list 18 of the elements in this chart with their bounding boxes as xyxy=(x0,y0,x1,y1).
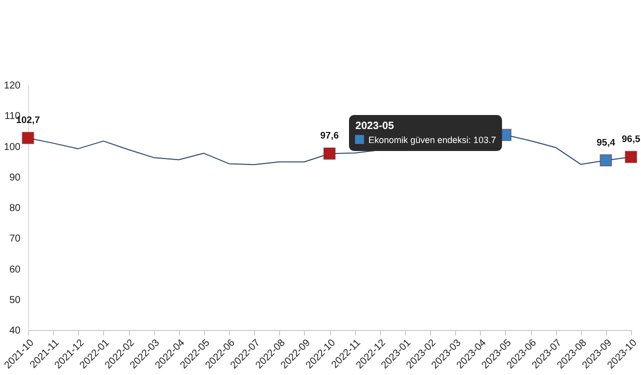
y-tick-label: 60 xyxy=(9,264,21,276)
y-tick-label: 90 xyxy=(9,172,21,184)
y-tick-label: 80 xyxy=(9,203,21,214)
point xyxy=(323,147,336,160)
y-tick-label: 50 xyxy=(9,294,21,306)
tooltip-box: 2023-05 Ekonomik güven endeksi: 103.7 xyxy=(349,114,502,151)
data-label: 95,4 xyxy=(596,137,616,148)
point xyxy=(600,154,612,167)
y-tick-label: 100 xyxy=(4,142,21,153)
annotation: 2023-05 xyxy=(355,118,395,133)
point xyxy=(22,132,34,144)
data-label: 97,6 xyxy=(320,130,339,142)
y-tick-label: 40 xyxy=(9,326,21,336)
annotation: Ekonomik güven endeksi: 103.7 xyxy=(367,134,496,147)
y-tick-label: 120 xyxy=(4,80,21,92)
point xyxy=(624,150,638,164)
y-tick-label: 70 xyxy=(9,234,21,245)
data-label: 96,5 xyxy=(622,134,641,145)
